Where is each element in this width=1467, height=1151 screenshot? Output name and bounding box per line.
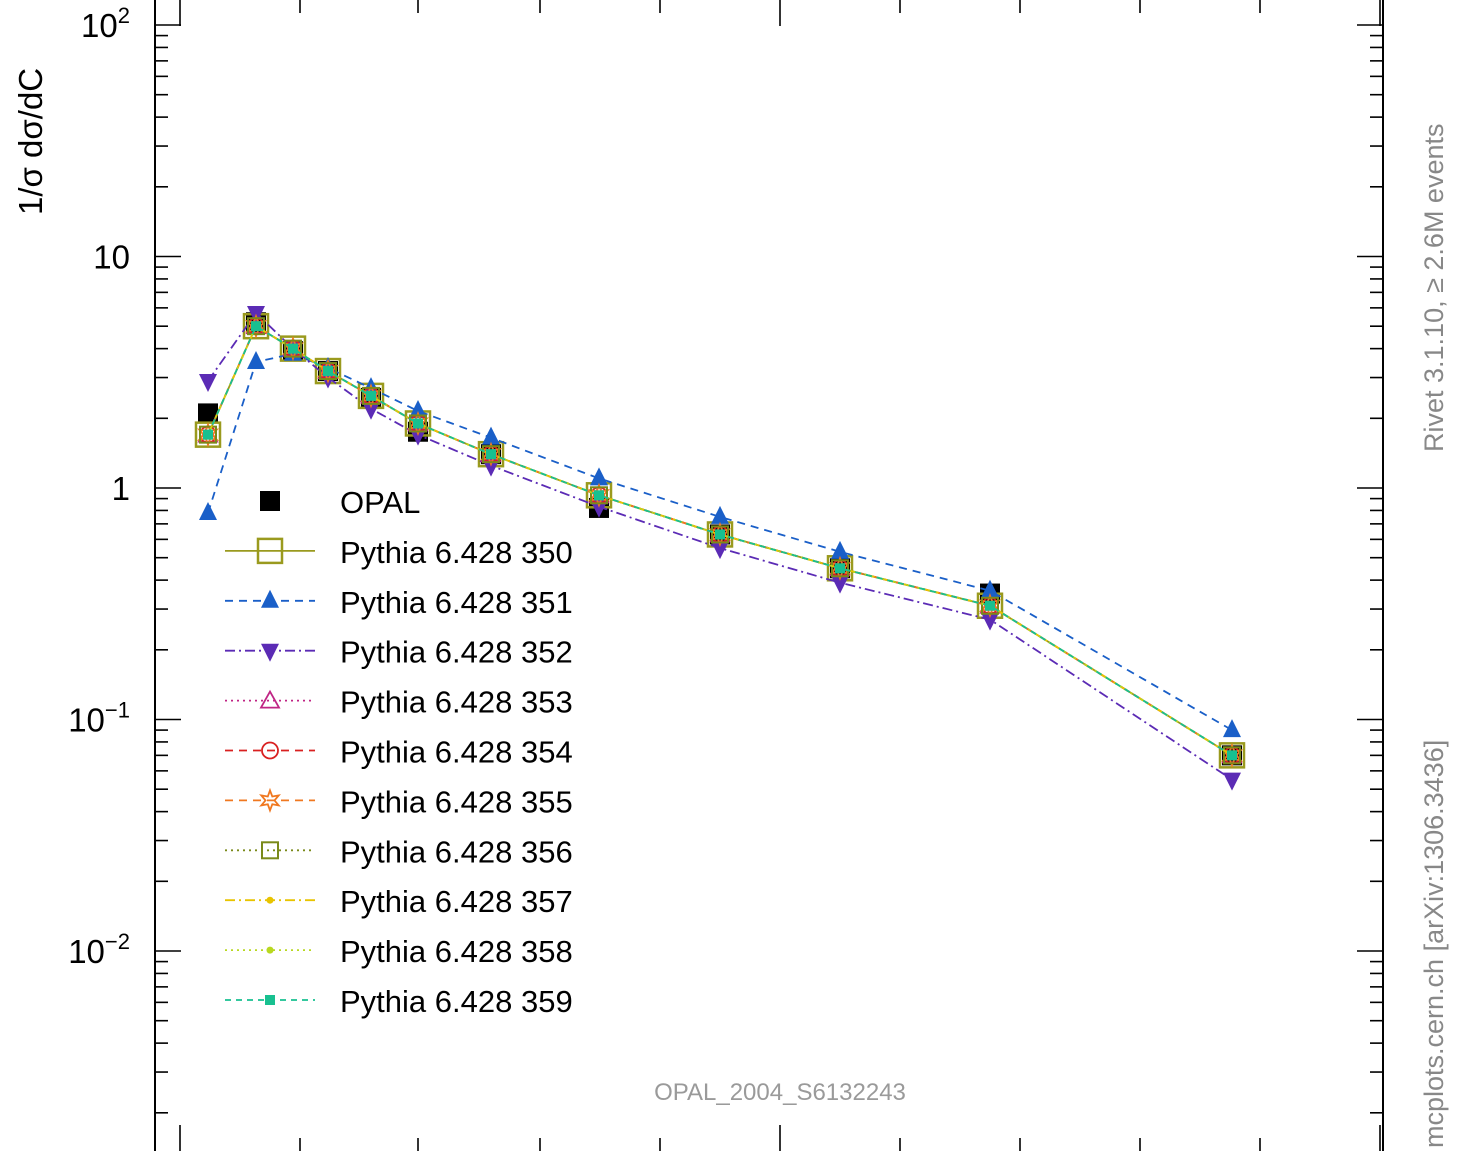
legend-marker: [259, 689, 281, 709]
data-point: [711, 505, 729, 524]
data-point: [711, 525, 729, 544]
data-point: [831, 575, 849, 594]
plot-frame: [154, 0, 1384, 1151]
data-point: [362, 401, 380, 420]
data-point: [486, 449, 496, 460]
data-point: [1223, 746, 1241, 765]
legend-entry: Pythia 6.428 353: [225, 685, 573, 720]
data-point: [251, 321, 261, 332]
series-layer: [194, 306, 1246, 791]
x-axis: [179, 0, 1381, 1151]
data-point: [284, 339, 302, 358]
data-point: [199, 501, 217, 520]
data-point: [409, 400, 427, 419]
series-line: [207, 324, 1233, 757]
data-point: [590, 467, 608, 486]
data-point: [981, 612, 999, 631]
legend-marker: [261, 643, 279, 662]
legend-label: Pythia 6.428 350: [340, 535, 573, 570]
y-tick-label: 10−1: [68, 698, 130, 739]
data-point: [985, 600, 995, 611]
legend-entry: Pythia 6.428 352: [225, 635, 573, 670]
data-point: [831, 540, 849, 559]
y-tick-label: 10−2: [68, 929, 130, 970]
data-point: [409, 414, 427, 433]
legend-entry: Pythia 6.428 358: [225, 934, 573, 969]
legend-entry: Pythia 6.428 359: [225, 984, 573, 1019]
legend-label: Pythia 6.428 356: [340, 834, 573, 869]
legend-entry: OPAL: [260, 485, 420, 520]
legend-label: Pythia 6.428 358: [340, 934, 573, 969]
legend-entry: Pythia 6.428 356: [225, 834, 573, 869]
legend-entry: Pythia 6.428 351: [225, 585, 573, 620]
y-tick-label: 102: [81, 3, 130, 44]
data-point: [288, 343, 298, 354]
legend-marker: [260, 491, 280, 511]
legend-label: Pythia 6.428 352: [340, 635, 573, 670]
data-point: [482, 426, 500, 445]
legend: OPAL Pythia 6.428 350 Pythia 6.428 351 Pyth…: [225, 485, 573, 1019]
plot-area-border: [154, 0, 1384, 1151]
y-axis-label: 1/σ dσ/dC: [12, 68, 49, 215]
legend-marker: [261, 841, 279, 860]
data-point: [981, 579, 999, 598]
data-point: [198, 403, 218, 424]
y-tick-label: 1: [112, 470, 130, 507]
data-point: [1223, 772, 1241, 791]
data-point: [711, 541, 729, 560]
legend-label: Pythia 6.428 351: [340, 585, 573, 620]
legend-label: Pythia 6.428 357: [340, 884, 573, 919]
legend-marker: [256, 537, 284, 565]
data-point: [247, 317, 265, 336]
data-point: [482, 445, 500, 464]
legend-marker: [261, 589, 279, 608]
data-point: [362, 386, 380, 405]
data-point: [1227, 750, 1237, 761]
legend-marker: [259, 787, 281, 814]
legend-label: Pythia 6.428 355: [340, 784, 573, 819]
legend-entry: Pythia 6.428 355: [225, 784, 573, 819]
series-pythia-359: [203, 321, 1237, 761]
data-point: [831, 559, 849, 578]
data-point: [366, 390, 376, 401]
data-point: [835, 563, 845, 574]
series-line: [207, 324, 1233, 757]
legend-marker: [261, 741, 279, 760]
series-line: [207, 352, 1233, 731]
data-point: [199, 425, 217, 444]
data-point: [413, 418, 423, 429]
legend-label: Pythia 6.428 354: [340, 735, 573, 770]
data-point: [199, 373, 217, 392]
legend-marker: [266, 946, 274, 954]
watermark-label: OPAL_2004_S6132243: [654, 1079, 906, 1106]
data-point: [247, 351, 265, 370]
data-point: [203, 429, 213, 440]
legend-entry: Pythia 6.428 350: [225, 535, 573, 570]
data-point: [981, 596, 999, 615]
legend-entry: Pythia 6.428 357: [225, 884, 573, 919]
legend-label: OPAL: [340, 485, 420, 520]
data-point: [594, 490, 604, 501]
y-axis: 102 10 1 10−1 10−2: [68, 3, 1383, 1114]
data-point: [590, 486, 608, 505]
y-tick-label: 10: [93, 239, 130, 276]
data-point: [1223, 719, 1241, 738]
data-point: [323, 366, 333, 377]
side-label-bottom: mcplots.cern.ch [arXiv:1306.3436]: [1419, 740, 1449, 1148]
data-point: [319, 362, 337, 381]
legend-label: Pythia 6.428 359: [340, 984, 573, 1019]
legend-marker: [265, 995, 275, 1005]
legend-label: Pythia 6.428 353: [340, 685, 573, 720]
legend-entry: Pythia 6.428 354: [225, 735, 573, 770]
data-point: [715, 529, 725, 540]
side-label-top: Rivet 3.1.10, ≥ 2.6M events: [1419, 124, 1449, 452]
legend-marker: [266, 896, 274, 904]
